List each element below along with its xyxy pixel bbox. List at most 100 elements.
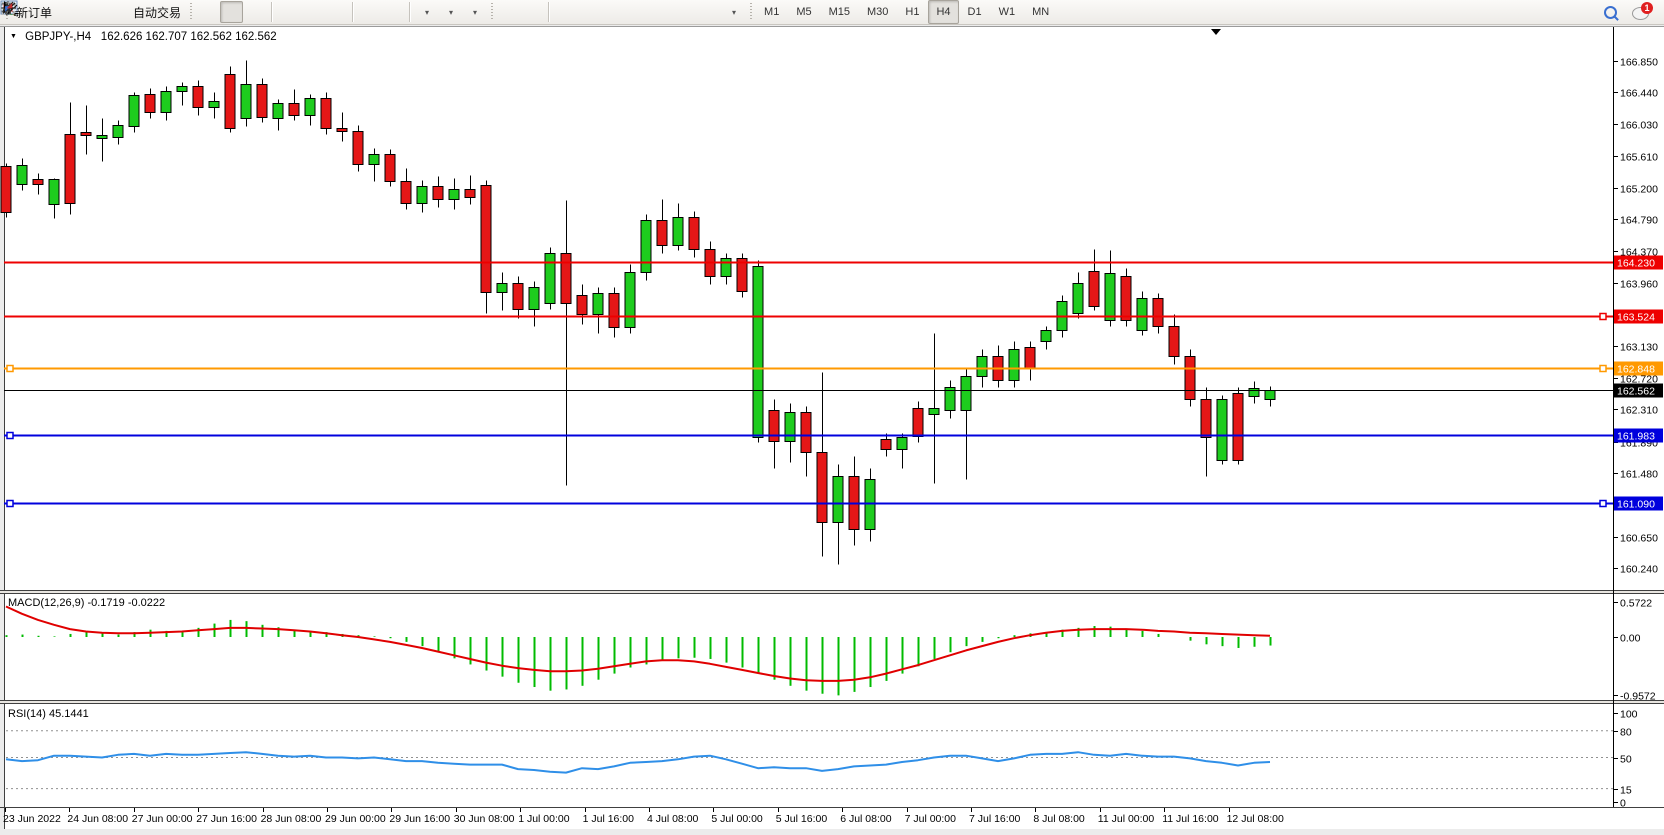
tab-timeframe-h4[interactable]: H4 xyxy=(928,0,959,24)
svg-text:163.960: 163.960 xyxy=(1620,279,1658,291)
toolbar-drag-handle[interactable] xyxy=(489,3,495,21)
svg-text:80: 80 xyxy=(1620,727,1632,739)
label-tool-button[interactable]: T xyxy=(1,1,721,23)
svg-text:28 Jun 08:00: 28 Jun 08:00 xyxy=(261,813,322,825)
chart-shift-marker[interactable] xyxy=(1211,29,1221,35)
autotrading-label: 自动交易 xyxy=(133,5,182,20)
chart-ohlc-values: 162.626 162.707 162.562 162.562 xyxy=(100,31,277,43)
svg-text:165.610: 165.610 xyxy=(1620,152,1658,164)
svg-text:160.650: 160.650 xyxy=(1620,533,1658,545)
tab-timeframe-d1[interactable]: D1 xyxy=(967,6,982,18)
svg-text:162.562: 162.562 xyxy=(1617,386,1655,398)
rsi-indicator-label: RSI(14) 45.1441 xyxy=(8,708,89,720)
svg-text:5 Jul 16:00: 5 Jul 16:00 xyxy=(776,813,828,825)
svg-text:163.524: 163.524 xyxy=(1617,312,1655,324)
vline-tool-button[interactable] xyxy=(5,1,577,23)
svg-text:0.5722: 0.5722 xyxy=(1620,598,1652,610)
arrows-icon xyxy=(5,2,13,12)
arrows-tool-button[interactable]: ▾ xyxy=(5,1,745,23)
svg-text:164.230: 164.230 xyxy=(1617,258,1655,270)
fibonacci-tool-button[interactable]: F xyxy=(2,1,673,23)
periods-button[interactable]: ▾ xyxy=(1,1,462,23)
svg-text:166.030: 166.030 xyxy=(1620,120,1658,132)
search-button[interactable] xyxy=(1599,1,1622,23)
svg-text:27 Jun 00:00: 27 Jun 00:00 xyxy=(132,813,193,825)
svg-text:30 Jun 08:00: 30 Jun 08:00 xyxy=(454,813,515,825)
svg-text:T: T xyxy=(6,4,12,15)
svg-text:166.850: 166.850 xyxy=(1620,57,1658,69)
community-button[interactable] xyxy=(1,1,104,23)
timeframe-group: M1 M5 M15 M30 H1 H4 D1 W1 MN xyxy=(756,0,1057,24)
text-label-icon: T xyxy=(1,2,16,15)
text-tool-button[interactable]: A xyxy=(3,1,697,23)
candlestick-chart-button[interactable] xyxy=(1,1,244,23)
cursor-tool-button[interactable] xyxy=(4,1,520,23)
svg-text:29 Jun 16:00: 29 Jun 16:00 xyxy=(389,813,450,825)
svg-text:27 Jun 16:00: 27 Jun 16:00 xyxy=(196,813,257,825)
svg-text:164.790: 164.790 xyxy=(1620,215,1658,227)
svg-text:-0.9572: -0.9572 xyxy=(1620,691,1656,703)
svg-text:0: 0 xyxy=(1620,798,1626,810)
toolbar-drag-handle[interactable] xyxy=(748,3,754,21)
bar-chart-button[interactable] xyxy=(1,1,219,23)
notifications-button[interactable]: 1 xyxy=(1632,2,1653,20)
tab-timeframe-w1[interactable]: W1 xyxy=(998,6,1016,18)
chevron-down-icon[interactable]: ▼ xyxy=(10,33,17,40)
svg-text:165.200: 165.200 xyxy=(1620,184,1658,196)
svg-text:1 Jul 16:00: 1 Jul 16:00 xyxy=(583,813,635,825)
chart-window-title: ▼ GBPJPY-,H4 162.626 162.707 162.562 162… xyxy=(10,31,277,43)
chart-shift-button[interactable] xyxy=(2,1,405,23)
svg-text:6 Jul 08:00: 6 Jul 08:00 xyxy=(840,813,892,825)
chart-symbol-period: GBPJPY-,H4 xyxy=(25,31,92,43)
svg-text:11 Jul 00:00: 11 Jul 00:00 xyxy=(1098,813,1155,825)
tile-windows-button[interactable] xyxy=(2,1,348,23)
macd-indicator-label: MACD(12,26,9) -0.1719 -0.0222 xyxy=(8,597,166,609)
svg-text:7 Jul 16:00: 7 Jul 16:00 xyxy=(969,813,1021,825)
hline-tool-button[interactable] xyxy=(2,1,601,23)
zoom-out-button[interactable] xyxy=(1,1,324,23)
svg-text:161.983: 161.983 xyxy=(1617,431,1655,443)
tab-timeframe-m30[interactable]: M30 xyxy=(867,6,889,18)
svg-text:161.480: 161.480 xyxy=(1620,469,1658,481)
new-order-label: 新订单 xyxy=(16,5,53,20)
chevron-down-icon: ▾ xyxy=(425,7,430,17)
history-center-button[interactable] xyxy=(1,1,80,23)
tab-timeframe-m15[interactable]: M15 xyxy=(828,6,850,18)
toolbar-drag-handle[interactable] xyxy=(188,3,194,21)
signals-button[interactable] xyxy=(2,1,128,23)
svg-text:8 Jul 08:00: 8 Jul 08:00 xyxy=(1033,813,1085,825)
svg-text:12 Jul 08:00: 12 Jul 08:00 xyxy=(1227,813,1284,825)
channel-tool-button[interactable]: E xyxy=(1,1,649,23)
search-icon xyxy=(1604,5,1617,19)
templates-button[interactable]: ▾ xyxy=(0,0,486,23)
svg-text:E: E xyxy=(14,11,19,17)
trendline-tool-button[interactable] xyxy=(2,1,625,23)
zoom-in-button[interactable] xyxy=(1,1,300,23)
svg-text:11 Jul 16:00: 11 Jul 16:00 xyxy=(1162,813,1219,825)
svg-text:4 Jul 08:00: 4 Jul 08:00 xyxy=(647,813,699,825)
svg-text:29 Jun 00:00: 29 Jun 00:00 xyxy=(325,813,386,825)
svg-text:24 Jun 08:00: 24 Jun 08:00 xyxy=(67,813,128,825)
svg-text:5 Jul 00:00: 5 Jul 00:00 xyxy=(711,813,763,825)
fibonacci-icon: F xyxy=(2,3,18,17)
crosshair-tool-button[interactable] xyxy=(1,1,544,23)
indicators-button[interactable]: ▾ xyxy=(1,1,438,23)
svg-text:F: F xyxy=(14,11,18,17)
autoscroll-button[interactable] xyxy=(2,1,381,23)
svg-text:161.090: 161.090 xyxy=(1617,499,1655,511)
chevron-down-icon: ▾ xyxy=(732,7,737,17)
notification-badge: 1 xyxy=(1641,2,1653,14)
svg-text:162.310: 162.310 xyxy=(1620,405,1658,417)
line-chart-button[interactable] xyxy=(1,1,267,23)
autotrading-button[interactable]: 自动交易 xyxy=(1,1,185,23)
svg-text:0.00: 0.00 xyxy=(1620,633,1641,645)
tab-timeframe-h1[interactable]: H1 xyxy=(905,6,920,18)
svg-text:162.848: 162.848 xyxy=(1617,364,1655,376)
svg-text:100: 100 xyxy=(1620,709,1638,721)
svg-text:50: 50 xyxy=(1620,754,1632,766)
main-toolbar: 新订单 自动交易 xyxy=(0,0,1664,25)
tab-timeframe-mn[interactable]: MN xyxy=(1032,6,1050,18)
tab-timeframe-m5[interactable]: M5 xyxy=(796,6,812,18)
tab-timeframe-m1[interactable]: M1 xyxy=(764,6,780,18)
